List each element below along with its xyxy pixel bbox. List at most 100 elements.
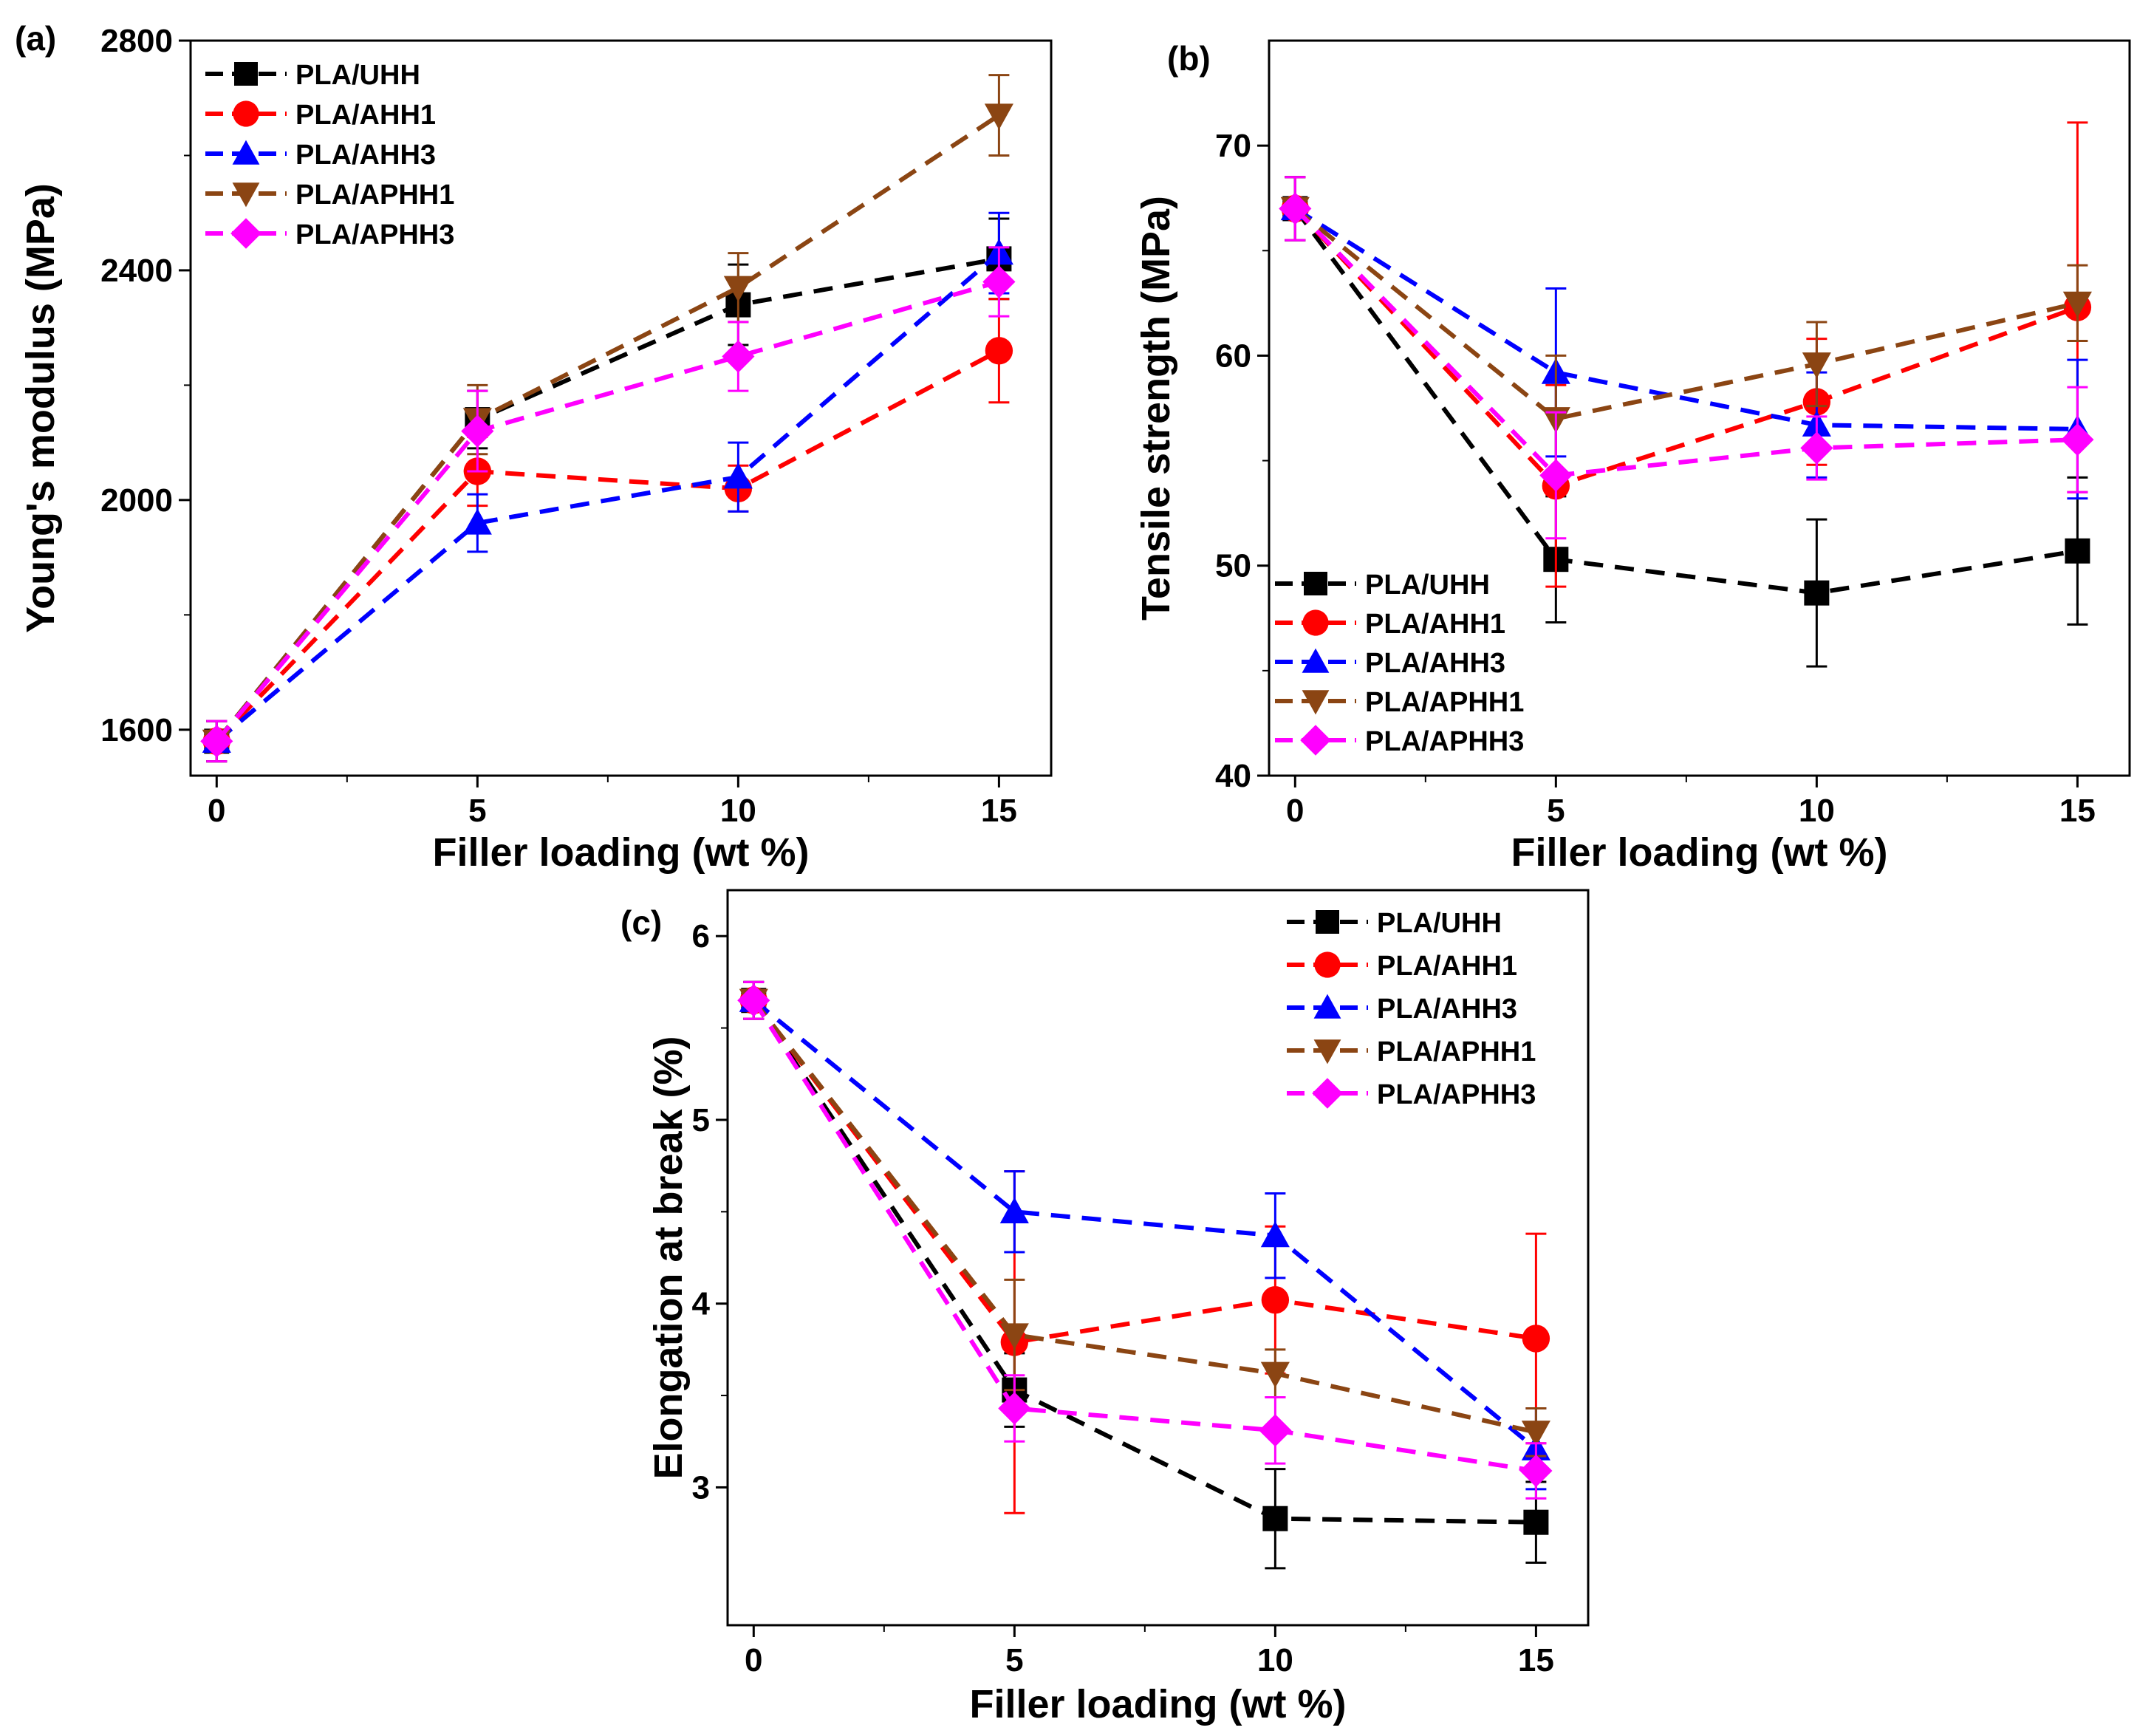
data-point [2061,423,2094,457]
legend-label: PLA/AHH1 [1377,951,1517,982]
data-point [1523,1509,1549,1535]
legend-marker [230,218,261,249]
series-pla-ahh3 [1280,176,2092,500]
y-axis-title: Elongation at break (%) [646,1036,691,1479]
data-point [723,276,753,302]
legend-label: PLA/AHH3 [295,140,436,171]
series-line [751,999,1537,1435]
x-axis-title: Filler loading (wt %) [433,830,810,875]
data-point [1522,1325,1550,1353]
legend-marker [232,140,260,165]
data-point [1260,1361,1290,1388]
data-point [998,1392,1031,1425]
legend-label: PLA/UHH [1365,570,1490,601]
legend-marker [1316,910,1339,934]
series-pla-aphh3 [1279,176,2094,540]
data-point [1259,1414,1292,1447]
legend-label: PLA/UHH [295,60,420,91]
x-tick-label: 10 [1257,1642,1293,1678]
y-tick-label: 70 [1215,128,1251,164]
legend-label: PLA/AHH1 [1365,609,1505,640]
legend-label: PLA/AHH3 [1365,648,1505,679]
y-tick-label: 5 [692,1102,710,1138]
x-tick-label: 10 [1799,793,1835,829]
x-tick-label: 10 [720,793,756,829]
series-line [214,113,1001,743]
series-line [751,999,1536,1525]
legend-label: PLA/AHH3 [1377,994,1517,1025]
y-tick-label: 2400 [100,253,173,289]
series-line [751,999,1536,1474]
panel-label: (a) [15,19,56,58]
y-tick-label: 4 [692,1286,711,1322]
series-line [215,349,1000,743]
data-point [982,265,1016,298]
plot-frame [189,39,1053,777]
legend-marker [232,182,260,208]
legend-label: PLA/AHH1 [295,100,436,131]
chart-panel-c: 0 5 10 15 3 4 5 6 Filler loading (wt %) Elongatio… [620,889,1590,1726]
data-point [1800,431,1833,465]
legend-marker [1312,1078,1343,1109]
legend-marker [234,62,258,86]
series-line [752,998,1538,1451]
data-point [1262,1506,1288,1531]
legend-marker [233,100,259,127]
legend-marker [1302,648,1330,673]
legend-label: PLA/APHH1 [295,180,454,211]
x-axis-title: Filler loading (wt %) [1511,830,1888,875]
series-pla-ahh1 [202,298,1013,763]
data-point [1802,352,1831,379]
series-line [215,251,1001,743]
y-tick-label: 6 [692,918,710,954]
y-tick-label: 50 [1215,548,1251,584]
data-point [461,414,494,448]
series-line [1293,206,2078,431]
series-pla-aphh1 [202,74,1013,763]
series-pla-aphh3 [737,980,1553,1500]
series-pla-uhh [741,980,1549,1570]
data-point [1261,1286,1290,1314]
chart-panel-b: 0 5 10 15 40 50 60 70 Filler loading (wt %) Tensi… [1134,39,2131,875]
legend-label: PLA/APHH1 [1365,687,1524,718]
x-tick-label: 15 [2059,793,2096,829]
legend: PLA/UHH PLA/AHH1 PLA/AHH3 PLA/APHH1 PLA/APHH… [1275,570,1524,757]
y-tick-label: 40 [1215,758,1251,794]
data-point [723,462,753,489]
y-tick-label: 1600 [100,712,173,748]
legend: PLA/UHH PLA/AHH1 PLA/AHH3 PLA/APHH1 PLA/APHH… [1287,908,1536,1110]
series-pla-uhh [204,217,1012,763]
data-point [1804,580,1830,606]
y-axis-title: Tensile strength (MPa) [1134,196,1178,621]
chart-panel-a: 0 5 10 15 1600 2000 2400 2800 Filler loading (wt… [15,19,1053,875]
series-line [1293,207,2078,478]
data-point [2062,291,2092,318]
legend-marker [1302,609,1329,636]
data-point [1260,1221,1290,1248]
legend-label: PLA/APHH3 [1365,726,1524,757]
legend-marker [1314,951,1341,978]
series-line [1293,207,2079,421]
plot-frame [1268,39,2131,777]
data-point [1279,192,1312,225]
legend-label: PLA/APHH1 [1377,1036,1536,1067]
y-tick-label: 60 [1215,338,1251,374]
data-point [737,984,770,1017]
series-line [215,279,1000,743]
legend-label: PLA/APHH3 [1377,1079,1536,1110]
series-pla-ahh1 [1281,121,2092,588]
legend: PLA/UHH PLA/AHH1 PLA/AHH3 PLA/APHH1 PLA/APHH… [205,60,454,250]
x-tick-label: 0 [1286,793,1304,829]
y-tick-label: 2800 [100,23,173,59]
panel-label: (b) [1167,39,1211,78]
y-tick-label: 2000 [100,482,173,519]
series-line [1293,207,2079,489]
data-point [1519,1454,1553,1488]
legend-marker [1300,725,1331,756]
x-tick-label: 15 [1518,1642,1554,1678]
legend-label: PLA/APHH3 [295,219,454,250]
legend-marker [1313,994,1341,1019]
data-point [1521,1421,1550,1447]
data-point [999,1323,1029,1350]
x-tick-label: 0 [745,1642,762,1678]
